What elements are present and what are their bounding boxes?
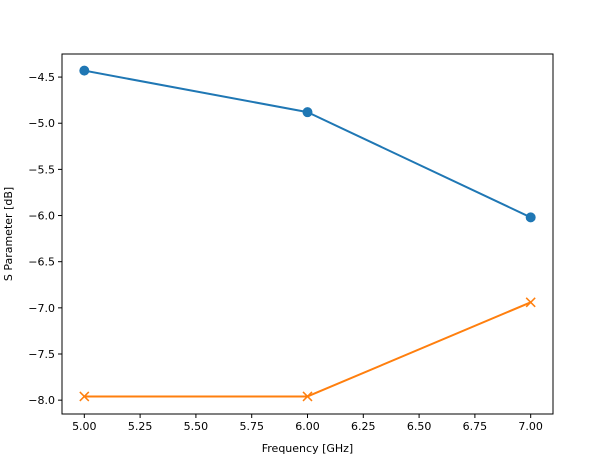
y-axis-label: S Parameter [dB] <box>2 187 15 281</box>
y-tick-label: −8.0 <box>28 394 55 407</box>
x-tick-label: 6.75 <box>463 420 488 433</box>
y-tick-label: −7.0 <box>28 302 55 315</box>
x-tick-label: 5.00 <box>72 420 97 433</box>
x-tick-label: 7.00 <box>518 420 543 433</box>
x-tick-label: 6.50 <box>407 420 432 433</box>
x-tick-label: 6.25 <box>351 420 376 433</box>
y-tick-label: −4.5 <box>28 71 55 84</box>
series-1-point <box>525 212 536 223</box>
x-tick-label: 5.50 <box>184 420 209 433</box>
y-tick-label: −5.0 <box>28 117 55 130</box>
series-2-point <box>302 391 313 402</box>
series-1-point <box>302 107 313 118</box>
series-2-point <box>79 391 90 402</box>
x-axis-label: Frequency [GHz] <box>262 442 353 455</box>
series-2-point <box>525 297 536 308</box>
x-tick-label: 5.75 <box>239 420 264 433</box>
x-tick-label: 5.25 <box>128 420 153 433</box>
y-tick-label: −6.5 <box>28 256 55 269</box>
x-tick-label: 6.00 <box>295 420 320 433</box>
series-1-point <box>79 65 90 76</box>
y-tick-label: −6.0 <box>28 210 55 223</box>
y-tick-label: −5.5 <box>28 163 55 176</box>
plot-area <box>79 65 536 402</box>
y-tick-label: −7.5 <box>28 348 55 361</box>
